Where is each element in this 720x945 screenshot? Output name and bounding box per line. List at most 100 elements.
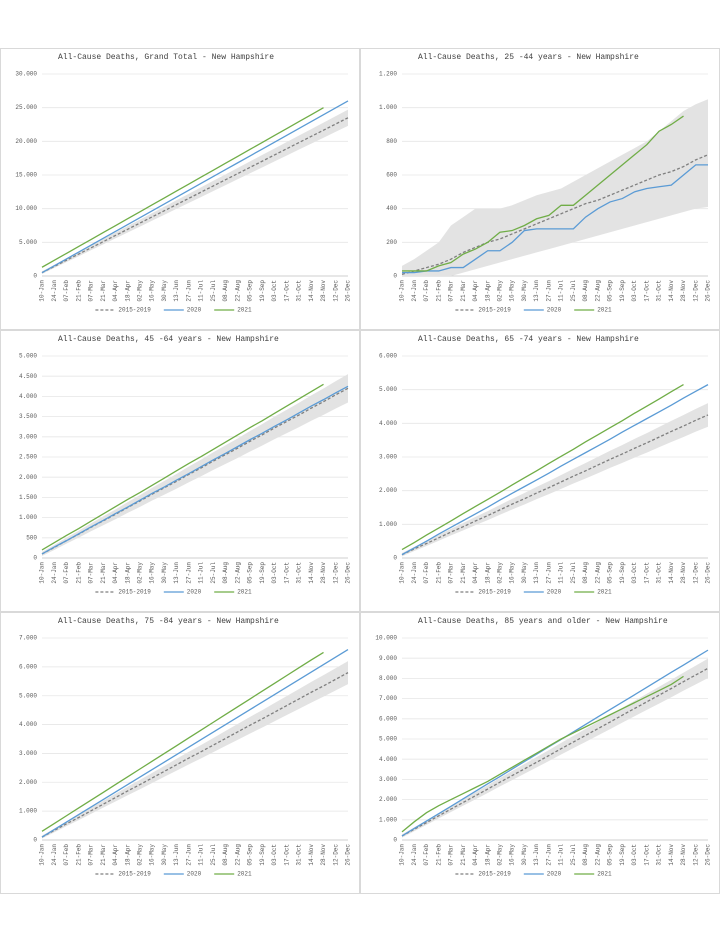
x-tick-label: 03-Oct	[631, 562, 638, 584]
x-tick-label: 21-Mar	[100, 844, 107, 866]
x-tick-label: 21-Mar	[100, 280, 107, 302]
x-tick-label: 08-Aug	[222, 562, 229, 584]
x-tick-label: 27-Jun	[185, 844, 192, 866]
x-tick-label: 22-Aug	[234, 562, 241, 584]
x-tick-label: 13-Jun	[533, 562, 540, 584]
x-tick-label: 14-Nov	[308, 844, 315, 866]
y-tick-label: 5.000	[19, 239, 37, 246]
x-tick-label: 28-Nov	[680, 562, 687, 584]
x-tick-label: 30-May	[521, 280, 528, 302]
x-tick-label: 17-Oct	[283, 844, 290, 866]
y-tick-label: 6.000	[379, 353, 397, 360]
series-line	[401, 675, 684, 833]
x-tick-label: 19-Sep	[259, 280, 266, 302]
x-tick-label: 21-Mar	[460, 280, 467, 302]
y-tick-label: 3.000	[19, 750, 37, 757]
series-line	[402, 115, 684, 272]
y-tick-label: 0	[33, 837, 37, 844]
x-tick-label: 14-Nov	[668, 280, 675, 302]
y-tick-label: 0	[33, 273, 37, 280]
x-tick-label: 11-Jul	[558, 562, 565, 584]
x-tick-label: 05-Sep	[247, 280, 254, 302]
x-tick-label: 21-Mar	[100, 562, 107, 584]
x-tick-label: 14-Nov	[668, 844, 675, 866]
series-line	[41, 100, 349, 274]
x-tick-label: 12-Dec	[692, 280, 699, 302]
x-tick-label: 04-Apr	[472, 562, 479, 584]
x-tick-label: 11-Jul	[558, 844, 565, 866]
x-tick-label: 19-Sep	[259, 844, 266, 866]
legend-label: 2020	[187, 307, 202, 314]
x-tick-label: 21-Feb	[435, 280, 442, 302]
x-tick-label: 14-Nov	[668, 562, 675, 584]
x-tick-label: 16-May	[509, 280, 516, 302]
y-tick-label: 1.000	[19, 514, 37, 521]
y-tick-label: 10.000	[375, 635, 397, 642]
x-tick-label: 17-Oct	[643, 844, 650, 866]
x-tick-label: 13-Jun	[173, 844, 180, 866]
chart-title: All-Cause Deaths, 45 -64 years - New Ham…	[58, 335, 279, 344]
series-line	[41, 648, 349, 838]
x-tick-label: 22-Aug	[594, 280, 601, 302]
x-tick-label: 26-Dec	[705, 280, 712, 302]
series-line	[401, 384, 709, 556]
chart-panel: All-Cause Deaths, 85 years and older - N…	[360, 612, 720, 894]
x-tick-label: 10-Jan	[399, 844, 406, 866]
y-tick-label: 200	[386, 239, 397, 246]
x-tick-label: 04-Apr	[112, 562, 119, 584]
series-line	[402, 164, 708, 274]
x-tick-label: 10-Jan	[399, 562, 406, 584]
x-tick-label: 12-Dec	[332, 844, 339, 866]
x-tick-label: 13-Jun	[173, 280, 180, 302]
x-tick-label: 17-Oct	[643, 280, 650, 302]
y-tick-label: 6.000	[379, 715, 397, 722]
x-tick-label: 30-May	[161, 280, 168, 302]
y-tick-label: 800	[386, 138, 397, 145]
y-tick-label: 1.200	[379, 71, 397, 78]
x-tick-label: 24-Jan	[411, 562, 418, 584]
y-tick-label: 4.000	[19, 721, 37, 728]
x-tick-label: 04-Apr	[472, 844, 479, 866]
x-tick-label: 25-Jul	[210, 844, 217, 866]
series-line	[401, 667, 709, 837]
legend-label: 2015-2019	[118, 871, 151, 878]
x-tick-label: 19-Sep	[259, 562, 266, 584]
x-tick-label: 18-Apr	[484, 844, 491, 866]
y-tick-label: 3.000	[19, 433, 37, 440]
x-tick-label: 12-Dec	[332, 280, 339, 302]
y-tick-label: 3.500	[19, 413, 37, 420]
range-band	[42, 661, 348, 839]
range-band	[402, 99, 708, 276]
legend-label: 2015-2019	[118, 307, 151, 314]
x-tick-label: 08-Aug	[582, 562, 589, 584]
y-tick-label: 2.000	[19, 474, 37, 481]
legend-label: 2020	[547, 589, 562, 596]
x-tick-label: 11-Jul	[198, 844, 205, 866]
x-tick-label: 14-Nov	[308, 280, 315, 302]
y-tick-label: 500	[26, 534, 37, 541]
legend-label: 2021	[237, 589, 252, 596]
x-tick-label: 24-Jan	[51, 280, 58, 302]
chart-panel: All-Cause Deaths, 65 -74 years - New Ham…	[360, 330, 720, 612]
x-tick-label: 25-Jul	[570, 844, 577, 866]
legend-label: 2020	[547, 307, 562, 314]
x-tick-label: 30-May	[521, 844, 528, 866]
legend-label: 2020	[187, 871, 202, 878]
x-tick-label: 21-Mar	[460, 562, 467, 584]
y-tick-label: 3.000	[379, 776, 397, 783]
legend-label: 2015-2019	[478, 871, 511, 878]
series-line	[41, 385, 349, 555]
y-tick-label: 1.000	[379, 104, 397, 111]
x-tick-label: 25-Jul	[210, 562, 217, 584]
y-tick-label: 4.500	[19, 373, 37, 380]
y-tick-label: 25.000	[15, 104, 37, 111]
x-tick-label: 07-Mar	[88, 280, 95, 302]
x-tick-label: 18-Apr	[124, 844, 131, 866]
chart-title: All-Cause Deaths, Grand Total - New Hamp…	[58, 53, 274, 62]
chart-panel: All-Cause Deaths, 25 -44 years - New Ham…	[360, 48, 720, 330]
x-tick-label: 05-Sep	[607, 844, 614, 866]
legend-label: 2021	[237, 307, 252, 314]
x-tick-label: 13-Jun	[173, 562, 180, 584]
x-tick-label: 25-Jul	[570, 280, 577, 302]
x-tick-label: 10-Jan	[39, 844, 46, 866]
